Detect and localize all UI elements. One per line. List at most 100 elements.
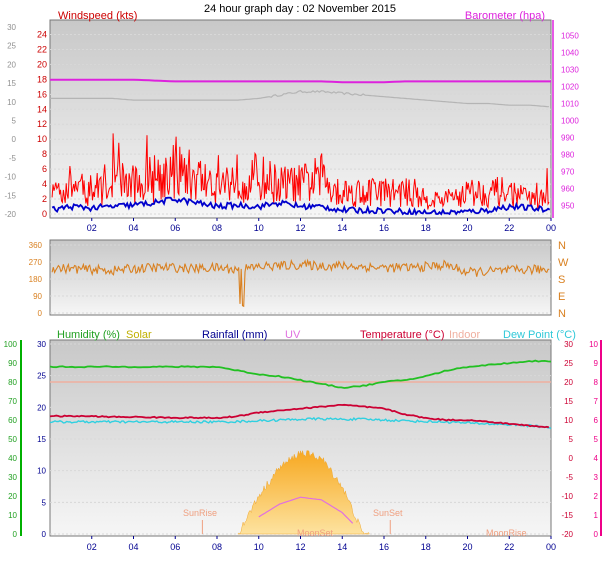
tick-label: 2	[42, 194, 47, 204]
tick-label: 1030	[561, 66, 579, 75]
windspeed-label: Windspeed (kts)	[58, 10, 137, 22]
compass-label: E	[558, 291, 565, 303]
x-tick-label: 14	[337, 223, 347, 233]
tick-label: 360	[29, 241, 43, 250]
x-tick-label: 08	[212, 542, 222, 552]
tick-label: 25	[7, 42, 16, 51]
x-tick-label: 00	[546, 542, 556, 552]
chart-marks	[49, 78, 552, 535]
tick-label: 0	[12, 135, 17, 144]
tick-label: 20	[564, 378, 573, 387]
tick-label: 20	[8, 492, 17, 501]
tick-label: 8	[42, 149, 47, 159]
grid-lines	[20, 20, 602, 539]
annotation-moonrise: MoonRise	[486, 528, 527, 538]
x-tick-label: 12	[295, 223, 305, 233]
tick-label: 960	[561, 185, 575, 194]
tick-labels: 242220181614121086420302520151050-5-10-1…	[4, 23, 599, 552]
tick-label: 10	[7, 98, 16, 107]
compass-label: N	[558, 240, 566, 252]
tick-label: 30	[8, 473, 17, 482]
annotation-moonset: MoonSet	[297, 528, 334, 538]
x-tick-label: 16	[379, 223, 389, 233]
tick-label: 50	[8, 435, 17, 444]
x-tick-label: 18	[421, 542, 431, 552]
tick-label: 2	[594, 492, 599, 501]
tick-label: 5	[569, 435, 574, 444]
tick-label: 70	[8, 397, 17, 406]
tick-label: 270	[29, 258, 43, 267]
series-line	[49, 403, 550, 429]
tick-label: 1020	[561, 83, 579, 92]
legend-uv: UV	[285, 329, 301, 341]
tick-label: 9	[594, 359, 599, 368]
tick-label: -10	[561, 492, 573, 501]
tick-label: 12	[37, 119, 47, 129]
tick-label: 60	[8, 416, 17, 425]
tick-label: 90	[8, 359, 17, 368]
tick-label: 0	[38, 309, 43, 318]
x-tick-label: 12	[295, 542, 305, 552]
tick-label: 5	[12, 117, 17, 126]
tick-label: 0	[569, 454, 574, 463]
tick-label: 3	[594, 473, 599, 482]
tick-label: 4	[42, 179, 47, 189]
barometer-label: Barometer (hpa)	[465, 10, 545, 22]
tick-label: 10	[8, 511, 17, 520]
legend-humidity: Humidity (%)	[57, 329, 120, 341]
tick-label: 20	[7, 60, 16, 69]
tick-label: 16	[37, 89, 47, 99]
series-line	[49, 359, 552, 389]
x-tick-label: 06	[170, 223, 180, 233]
tick-label: 40	[8, 454, 17, 463]
x-tick-label: 14	[337, 542, 347, 552]
tick-label: -20	[4, 210, 16, 219]
x-tick-label: 06	[170, 542, 180, 552]
direction-panel-bg	[49, 239, 552, 316]
series-line	[258, 496, 354, 524]
tick-label: -15	[4, 191, 16, 200]
legend-temperature: Temperature (°C)	[360, 329, 444, 341]
tick-label: 90	[33, 292, 42, 301]
annotation-sunset: SunSet	[373, 508, 403, 518]
tick-label: 24	[37, 29, 47, 39]
annotation-sunrise: SunRise	[183, 508, 217, 518]
tick-label: 1040	[561, 49, 579, 58]
legend-indoor: Indoor	[449, 329, 481, 341]
x-tick-label: 22	[504, 223, 514, 233]
tick-label: 7	[594, 397, 599, 406]
tick-label: 25	[37, 372, 46, 381]
x-tick-label: 22	[504, 542, 514, 552]
tick-label: -5	[566, 473, 574, 482]
tick-label: 1010	[561, 100, 579, 109]
x-tick-label: 02	[87, 223, 97, 233]
tick-label: 1000	[561, 117, 579, 126]
tick-label: 10	[37, 467, 46, 476]
x-tick-label: 20	[462, 542, 472, 552]
tick-label: 1050	[561, 32, 579, 41]
tick-label: 950	[561, 202, 575, 211]
solar-area	[237, 449, 370, 535]
tick-label: 10	[564, 416, 573, 425]
tick-label: 0	[594, 530, 599, 539]
tick-label: 25	[564, 359, 573, 368]
compass-label: S	[558, 274, 565, 286]
tick-label: 30	[7, 23, 16, 32]
tick-label: 10	[37, 134, 47, 144]
tick-label: 15	[7, 79, 16, 88]
x-tick-label: 18	[421, 223, 431, 233]
tick-label: 5	[594, 435, 599, 444]
compass-label: W	[558, 257, 569, 269]
x-tick-label: 02	[87, 542, 97, 552]
tick-label: 990	[561, 134, 575, 143]
series-line	[51, 258, 550, 308]
tick-label: 180	[29, 275, 43, 284]
legend-solar: Solar	[126, 329, 152, 341]
x-tick-label: 04	[128, 542, 138, 552]
series-line	[50, 78, 551, 84]
tick-label: 14	[37, 104, 47, 114]
x-tick-label: 00	[546, 223, 556, 233]
tick-label: 1	[594, 511, 599, 520]
tick-label: 15	[37, 435, 46, 444]
tick-label: 30	[37, 340, 46, 349]
